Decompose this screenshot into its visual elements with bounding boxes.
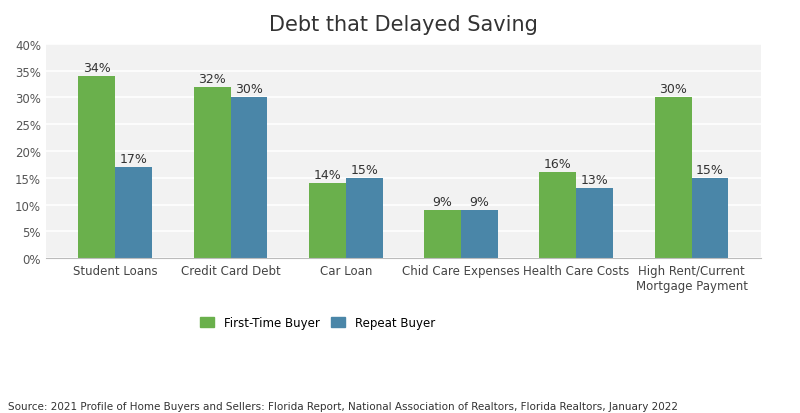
- Text: 15%: 15%: [696, 163, 724, 176]
- Bar: [461, 210, 498, 259]
- Bar: [194, 88, 230, 259]
- Text: 17%: 17%: [120, 152, 148, 166]
- Bar: [539, 173, 576, 259]
- Bar: [346, 178, 382, 259]
- Bar: [115, 168, 152, 259]
- Bar: [309, 184, 346, 259]
- Bar: [78, 77, 115, 259]
- Bar: [424, 210, 461, 259]
- Text: 30%: 30%: [659, 83, 687, 96]
- Legend: First-Time Buyer, Repeat Buyer: First-Time Buyer, Repeat Buyer: [195, 311, 440, 334]
- Text: 34%: 34%: [83, 62, 110, 75]
- Text: 14%: 14%: [314, 169, 342, 182]
- Text: 16%: 16%: [544, 158, 572, 171]
- Bar: [692, 178, 729, 259]
- Text: Source: 2021 Profile of Home Buyers and Sellers: Florida Report, National Associ: Source: 2021 Profile of Home Buyers and …: [8, 401, 678, 411]
- Text: 9%: 9%: [433, 195, 453, 208]
- Title: Debt that Delayed Saving: Debt that Delayed Saving: [269, 15, 538, 35]
- Bar: [654, 98, 692, 259]
- Text: 30%: 30%: [235, 83, 263, 96]
- Text: 9%: 9%: [470, 195, 490, 208]
- Text: 13%: 13%: [581, 174, 609, 187]
- Bar: [230, 98, 267, 259]
- Bar: [576, 189, 614, 259]
- Text: 15%: 15%: [350, 163, 378, 176]
- Text: 32%: 32%: [198, 72, 226, 85]
